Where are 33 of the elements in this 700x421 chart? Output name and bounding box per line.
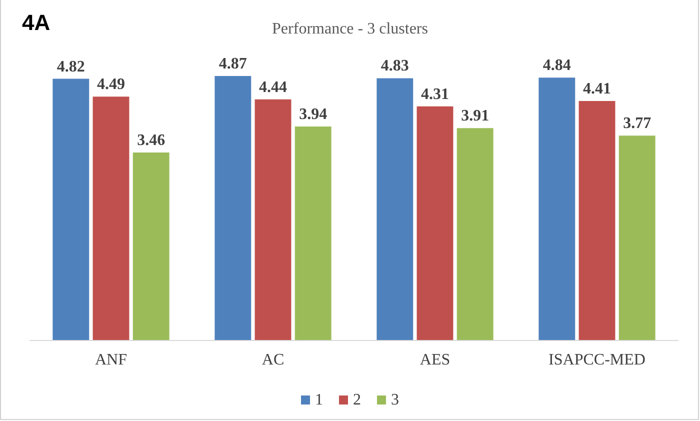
legend-label: 3 (391, 392, 399, 408)
data-label: 4.87 (218, 56, 247, 73)
data-label: 4.84 (542, 57, 571, 74)
data-label: 4.44 (259, 78, 287, 96)
legend-label: 1 (315, 392, 323, 408)
bar (52, 78, 90, 340)
data-label: 3.77 (623, 115, 652, 132)
data-label: 4.82 (56, 58, 85, 76)
x-tick-label: ISAPCC-MED (548, 352, 646, 368)
data-label: 4.31 (421, 86, 449, 103)
bar (456, 128, 494, 340)
data-label: 3.91 (461, 108, 490, 125)
chart-title: Performance - 3 clusters (272, 20, 428, 38)
bar (538, 78, 576, 340)
bar (92, 96, 130, 340)
bar (416, 106, 454, 340)
text: 4A (22, 10, 50, 36)
bar (376, 78, 414, 340)
bar (254, 99, 292, 340)
data-label: 3.94 (299, 106, 328, 123)
data-label: 4.49 (97, 76, 125, 94)
bar (294, 126, 332, 340)
data-label: 3.46 (137, 132, 166, 149)
bar (214, 76, 252, 340)
x-tick-label: ANF (94, 352, 128, 368)
bar (618, 136, 656, 340)
bar (578, 100, 616, 340)
x-tick-label: AES (420, 352, 450, 368)
x-tick-label: AC (262, 352, 284, 368)
data-label: 4.83 (380, 58, 409, 75)
legend-label: 2 (353, 392, 361, 408)
bar (132, 152, 170, 340)
data-label: 4.41 (583, 80, 611, 98)
